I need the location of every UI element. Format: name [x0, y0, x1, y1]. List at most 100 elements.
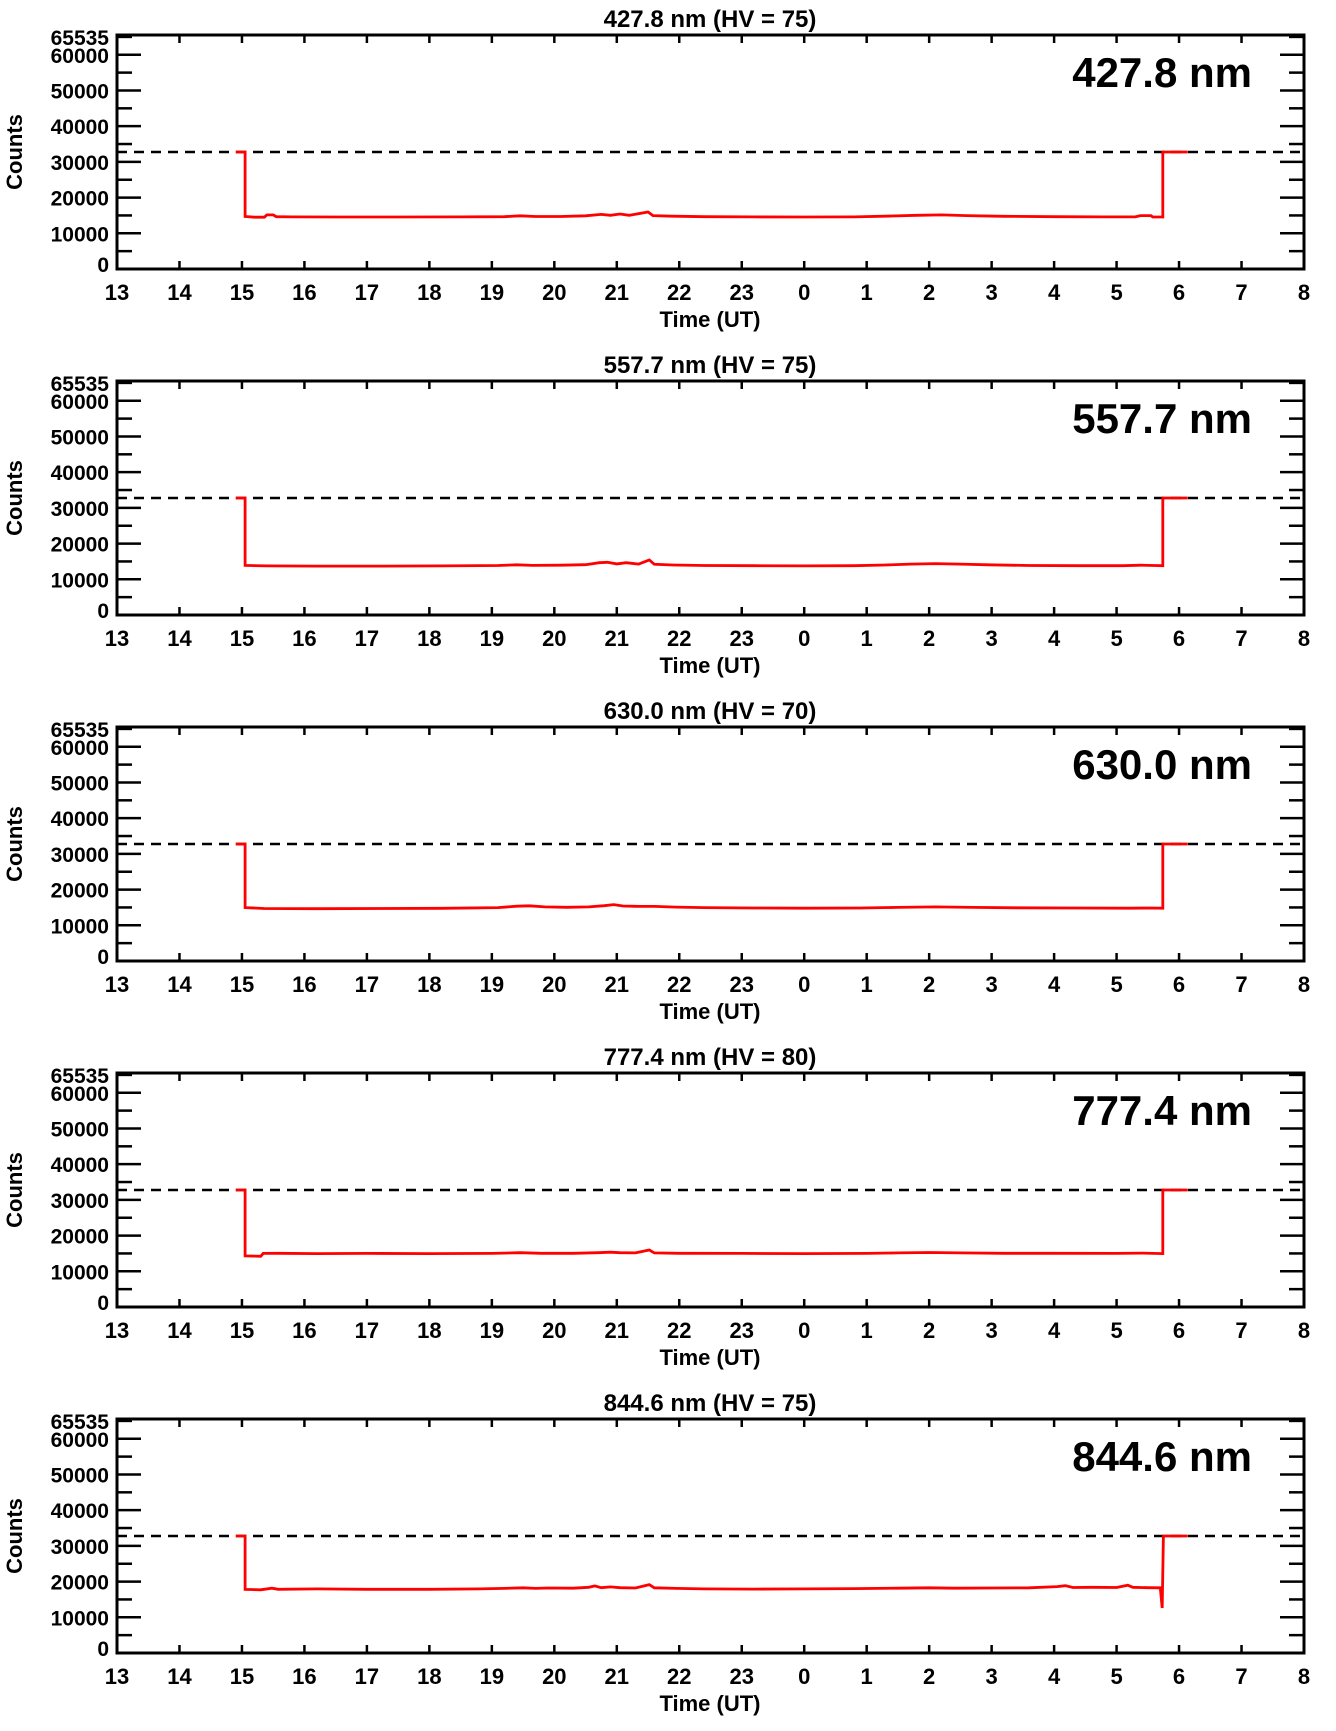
x-tick-label: 2 — [923, 626, 935, 651]
y-tick-label: 20000 — [51, 1226, 109, 1249]
x-tick-label: 22 — [667, 1318, 691, 1343]
y-tick-label: 30000 — [51, 152, 109, 175]
y-tick-label: 50000 — [51, 1118, 109, 1141]
x-tick-label: 3 — [986, 972, 998, 997]
y-tick-label: 10000 — [51, 569, 109, 592]
x-tick-label: 0 — [798, 972, 810, 997]
y-axis-label: Counts — [2, 1498, 27, 1574]
x-tick-label: 6 — [1173, 1318, 1185, 1343]
counts-trace — [235, 1534, 1188, 1609]
x-tick-label: 15 — [230, 626, 254, 651]
x-tick-label: 14 — [167, 626, 192, 651]
x-tick-label: 6 — [1173, 1664, 1185, 1689]
x-tick-label: 8 — [1298, 972, 1310, 997]
x-tick-label: 13 — [105, 1664, 129, 1689]
x-tick-label: 4 — [1048, 280, 1061, 305]
y-axis-label: Counts — [2, 806, 27, 882]
x-tick-label: 8 — [1298, 626, 1310, 651]
x-tick-label: 7 — [1235, 280, 1247, 305]
x-tick-label: 18 — [417, 280, 441, 305]
x-tick-label: 7 — [1235, 626, 1247, 651]
plot-frame — [115, 1071, 1306, 1309]
x-tick-label: 13 — [105, 626, 129, 651]
x-tick-label: 16 — [292, 1318, 316, 1343]
x-tick-label: 22 — [667, 626, 691, 651]
x-tick-label: 19 — [480, 1664, 504, 1689]
chart-title: 557.7 nm (HV = 75) — [604, 352, 817, 379]
x-tick-label: 15 — [230, 280, 254, 305]
wavelength-label: 427.8 nm — [1072, 49, 1252, 96]
x-tick-label: 17 — [355, 972, 379, 997]
y-tick-label: 10000 — [51, 1607, 109, 1630]
x-tick-label: 0 — [798, 626, 810, 651]
x-tick-label: 4 — [1048, 972, 1061, 997]
x-tick-label: 5 — [1110, 1664, 1122, 1689]
x-tick-label: 3 — [986, 1664, 998, 1689]
y-tick-label: 40000 — [51, 116, 109, 139]
x-tick-label: 22 — [667, 972, 691, 997]
plot-frame — [115, 725, 1306, 963]
x-tick-label: 0 — [798, 1318, 810, 1343]
y-tick-label: 10000 — [51, 223, 109, 246]
x-tick-label: 20 — [542, 626, 566, 651]
y-tick-label: 60000 — [51, 45, 109, 68]
y-tick-label: 0 — [97, 600, 109, 623]
chart-title: 630.0 nm (HV = 70) — [604, 698, 817, 725]
x-tick-label: 18 — [417, 1664, 441, 1689]
wavelength-label: 777.4 nm — [1072, 1087, 1252, 1134]
x-tick-label: 16 — [292, 626, 316, 651]
x-tick-label: 1 — [861, 1664, 873, 1689]
x-tick-label: 1 — [861, 280, 873, 305]
x-tick-label: 19 — [480, 626, 504, 651]
chart-630-0-nm: 630.0 nm (HV = 70) 630.0 nm Counts Time … — [2, 698, 1310, 1024]
counts-trace — [235, 496, 1188, 568]
counts-trace — [235, 1188, 1188, 1258]
panel-427-8-nm: 427.8 nm (HV = 75) 427.8 nm Counts Time … — [0, 0, 1336, 346]
chart-777-4-nm: 777.4 nm (HV = 80) 777.4 nm Counts Time … — [2, 1044, 1310, 1370]
x-tick-label: 1 — [861, 626, 873, 651]
x-tick-label: 4 — [1048, 1318, 1061, 1343]
wavelength-label: 557.7 nm — [1072, 395, 1252, 442]
x-tick-label: 23 — [729, 972, 753, 997]
x-tick-label: 5 — [1110, 626, 1122, 651]
x-tick-label: 16 — [292, 1664, 316, 1689]
y-tick-label: 0 — [97, 946, 109, 969]
wavelength-label: 844.6 nm — [1072, 1433, 1252, 1480]
y-tick-label: 50000 — [51, 1464, 109, 1487]
x-tick-label: 8 — [1298, 1318, 1310, 1343]
chart-title: 427.8 nm (HV = 75) — [604, 6, 817, 33]
x-tick-label: 17 — [355, 1318, 379, 1343]
x-tick-label: 18 — [417, 626, 441, 651]
x-tick-label: 23 — [729, 1318, 753, 1343]
x-tick-label: 2 — [923, 1664, 935, 1689]
x-tick-label: 4 — [1048, 1664, 1061, 1689]
panel-630-0-nm: 630.0 nm (HV = 70) 630.0 nm Counts Time … — [0, 692, 1336, 1038]
y-tick-label: 20000 — [51, 880, 109, 903]
y-tick-label: 10000 — [51, 915, 109, 938]
x-tick-label: 1 — [861, 972, 873, 997]
y-tick-label: 30000 — [51, 1190, 109, 1213]
x-tick-label: 14 — [167, 280, 192, 305]
y-tick-label: 0 — [97, 1292, 109, 1315]
chart-title: 777.4 nm (HV = 80) — [604, 1044, 817, 1071]
x-tick-label: 14 — [167, 1664, 192, 1689]
x-axis-label: Time (UT) — [659, 307, 760, 332]
y-tick-label: 0 — [97, 1638, 109, 1661]
y-tick-label: 60000 — [51, 1429, 109, 1452]
x-tick-label: 20 — [542, 972, 566, 997]
y-tick-label: 40000 — [51, 1500, 109, 1523]
y-tick-label: 30000 — [51, 498, 109, 521]
counts-trace — [235, 842, 1188, 911]
x-tick-label: 17 — [355, 1664, 379, 1689]
x-tick-label: 6 — [1173, 626, 1185, 651]
y-tick-label: 40000 — [51, 1154, 109, 1177]
plot-frame — [115, 379, 1306, 617]
panel-844-6-nm: 844.6 nm (HV = 75) 844.6 nm Counts Time … — [0, 1384, 1336, 1731]
y-top-tick-label: 65535 — [51, 1411, 110, 1434]
y-tick-label: 10000 — [51, 1261, 109, 1284]
x-axis-label: Time (UT) — [659, 1691, 760, 1716]
x-tick-label: 0 — [798, 1664, 810, 1689]
y-tick-label: 50000 — [51, 426, 109, 449]
panel-557-7-nm: 557.7 nm (HV = 75) 557.7 nm Counts Time … — [0, 346, 1336, 692]
